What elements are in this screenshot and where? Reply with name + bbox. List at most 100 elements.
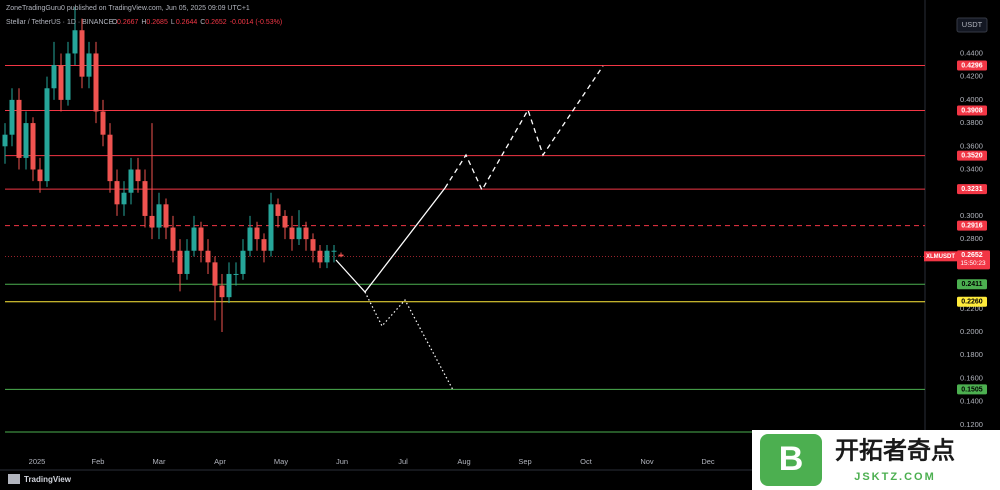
ohlc-item: C xyxy=(200,19,205,26)
candles xyxy=(2,7,344,332)
candle-body xyxy=(23,123,29,158)
candle-body xyxy=(58,65,64,100)
published-line: ZoneTradingGuru0 published on TradingVie… xyxy=(6,5,250,12)
y-tick-label: 0.1400 xyxy=(960,397,983,406)
candle-body xyxy=(184,250,190,274)
candle-body xyxy=(317,250,323,263)
y-tick-label: 0.3600 xyxy=(960,141,983,150)
watermark-title: 开拓者奇点 xyxy=(835,436,955,464)
candle-body xyxy=(324,250,330,263)
candle-body xyxy=(282,215,288,228)
watermark-logo xyxy=(760,434,822,486)
y-tick-label: 0.1800 xyxy=(960,350,983,359)
level-badge xyxy=(957,279,987,290)
candle-body xyxy=(51,65,57,89)
level-badge xyxy=(957,150,987,161)
candle-body xyxy=(72,30,78,54)
y-tick-label: 0.1200 xyxy=(960,420,983,429)
y-tick-label: 0.4000 xyxy=(960,95,983,104)
x-tick-label: Nov xyxy=(640,457,654,466)
y-tick-label: 0.3800 xyxy=(960,118,983,127)
candle-body xyxy=(205,250,211,263)
x-tick-label: May xyxy=(274,457,288,466)
candle-body xyxy=(79,30,85,77)
x-tick-label: Jun xyxy=(336,457,348,466)
symbol: Stellar / TetherUS · 1D · BINANCE xyxy=(6,19,114,26)
level-badge xyxy=(957,296,987,307)
x-tick-label: Mar xyxy=(153,457,166,466)
candle-body xyxy=(226,273,232,298)
y-tick-label: 0.1600 xyxy=(960,373,983,382)
candle-body xyxy=(2,134,8,147)
x-tick-label: Aug xyxy=(457,457,470,466)
level-label: 0.2260 xyxy=(961,299,983,306)
level-badge xyxy=(957,184,987,195)
level-badge xyxy=(957,105,987,116)
candle-body xyxy=(212,262,218,286)
level-label: 0.2916 xyxy=(961,223,983,230)
ohlc-item: 0.2644 xyxy=(176,19,198,26)
candle-body xyxy=(338,254,344,257)
x-tick-label: Jul xyxy=(398,457,408,466)
candle-body xyxy=(142,181,148,216)
level-badge xyxy=(957,60,987,71)
candle-body xyxy=(135,169,141,182)
last-price-symbol: XLMUSDT xyxy=(926,254,955,260)
last-price-symbol-badge xyxy=(924,251,957,262)
x-tick-label: Apr xyxy=(214,457,226,466)
level-badge xyxy=(957,220,987,231)
watermark-logo-letter: B xyxy=(779,440,804,478)
y-tick-label: 0.3400 xyxy=(960,164,983,173)
candle-body xyxy=(16,99,22,158)
candle-body xyxy=(114,181,120,205)
candle-body xyxy=(93,53,99,112)
axis: 0.4400 0.4200 0.4000 0.3800 0.3600 0.3400 0.30… xyxy=(29,48,990,466)
candle-body xyxy=(247,227,253,251)
level-label: 0.1505 xyxy=(961,386,983,393)
ohlc-item: 0.2667 xyxy=(117,19,139,26)
currency-button[interactable] xyxy=(956,17,988,33)
y-tick-label: 0.2000 xyxy=(960,327,983,336)
brand: TradingView xyxy=(24,475,72,484)
candle-body xyxy=(233,273,239,275)
x-tick-label: 2025 xyxy=(29,457,46,466)
candle-body xyxy=(156,204,162,228)
candle-body xyxy=(100,111,106,135)
candle-body xyxy=(44,88,50,182)
ohlc-item: L xyxy=(171,19,175,26)
candle-body xyxy=(254,227,260,240)
candle-body xyxy=(219,285,225,298)
level-label: 0.3520 xyxy=(961,152,983,159)
ohlc-item: H xyxy=(141,19,146,26)
y-tick-label: 0.4400 xyxy=(960,48,983,57)
x-tick-label: Dec xyxy=(701,457,715,466)
x-tick-label: Feb xyxy=(92,457,105,466)
brand-logo xyxy=(8,474,20,484)
y-tick-label: 0.4200 xyxy=(960,72,983,81)
ohlc-item: -0.0014 (-0.53%) xyxy=(230,19,283,26)
candle-body xyxy=(9,99,15,135)
candle-body xyxy=(86,53,92,77)
candle-body xyxy=(303,227,309,240)
candle-body xyxy=(170,227,176,251)
x-tick-label: Oct xyxy=(580,457,593,466)
y-tick-label: 0.2200 xyxy=(960,304,983,313)
level-label: 0.3231 xyxy=(961,186,983,193)
candle-body xyxy=(163,204,169,228)
candle-body xyxy=(198,227,204,251)
last-price-countdown: 15:50:23 xyxy=(960,260,986,267)
x-tick-label: Sep xyxy=(518,457,531,466)
candle-body xyxy=(149,215,155,228)
ohlc-item: 0.2652 xyxy=(205,19,227,26)
candle-body xyxy=(30,123,36,170)
y-tick-label: 0.2800 xyxy=(960,234,983,243)
candle-body xyxy=(240,250,246,274)
ohlc-item: O xyxy=(112,19,118,26)
ohlc-item: 0.2685 xyxy=(146,19,168,26)
currency-button-label[interactable]: USDT xyxy=(962,20,983,29)
level-label: 0.4296 xyxy=(961,62,983,69)
candle-body xyxy=(37,169,43,182)
candle-body xyxy=(310,239,316,251)
